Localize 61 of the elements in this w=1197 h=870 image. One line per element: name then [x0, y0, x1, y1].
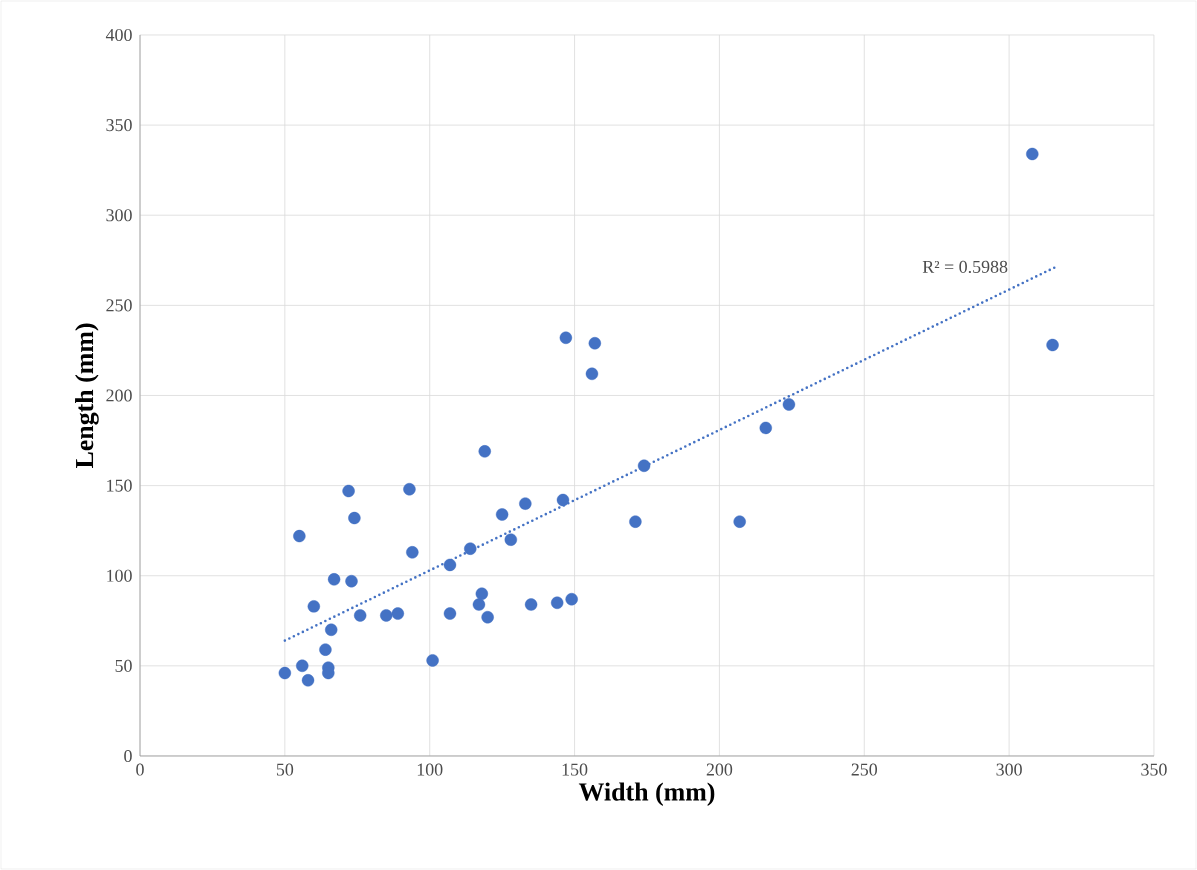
point [481, 610, 494, 624]
point [556, 493, 570, 507]
y-tick-label: 100 [107, 569, 132, 582]
point [588, 337, 602, 350]
point [478, 445, 491, 458]
point [524, 598, 538, 611]
point [403, 483, 416, 496]
point [443, 558, 457, 572]
point [1046, 338, 1059, 352]
x-tick-label: 150 [562, 763, 588, 776]
point [406, 546, 419, 559]
point [327, 573, 341, 586]
y-tick-label: 50 [115, 659, 132, 672]
point [345, 574, 358, 588]
point [519, 497, 532, 510]
x-tick-label: 350 [1141, 763, 1167, 776]
y-axis-title: Length (mm) [75, 323, 99, 469]
point [1026, 147, 1039, 161]
point [319, 643, 332, 656]
point [278, 666, 292, 680]
point [443, 607, 457, 620]
point [293, 529, 306, 543]
point [629, 515, 642, 528]
point [637, 459, 651, 472]
x-tick-label: 200 [706, 763, 733, 776]
point [559, 331, 573, 344]
point [782, 398, 796, 411]
point [550, 596, 564, 609]
point [342, 484, 355, 498]
x-tick-label: 300 [996, 763, 1022, 776]
point [307, 600, 321, 613]
point [391, 607, 405, 620]
point [475, 587, 489, 600]
point [353, 609, 367, 622]
point [348, 511, 361, 525]
point [759, 421, 772, 435]
annotation: R² = 0.5988 [922, 260, 1008, 273]
y-tick-label: 300 [106, 209, 132, 222]
point [495, 508, 509, 521]
point [472, 598, 486, 611]
y-tick-label: 200 [106, 389, 132, 402]
point [565, 592, 578, 606]
point [426, 654, 439, 667]
x-tick-label: 0 [136, 763, 144, 776]
point [504, 533, 518, 546]
y-tick-label: 400 [105, 28, 132, 42]
y-tick-label: 0 [124, 749, 132, 763]
y-tick-label: 350 [106, 119, 132, 132]
point [296, 659, 309, 673]
x-tick-label: 50 [276, 763, 294, 776]
point [585, 367, 599, 381]
x-tick-label: 100 [417, 763, 443, 776]
point [325, 623, 338, 637]
point [301, 674, 315, 687]
y-tick-label: 250 [106, 299, 132, 312]
x-axis-title: Width (mm) [578, 782, 715, 806]
y-tick-label: 150 [107, 479, 132, 492]
point [380, 609, 393, 622]
x-tick-label: 250 [851, 763, 878, 776]
point [464, 542, 477, 555]
point [733, 515, 746, 528]
